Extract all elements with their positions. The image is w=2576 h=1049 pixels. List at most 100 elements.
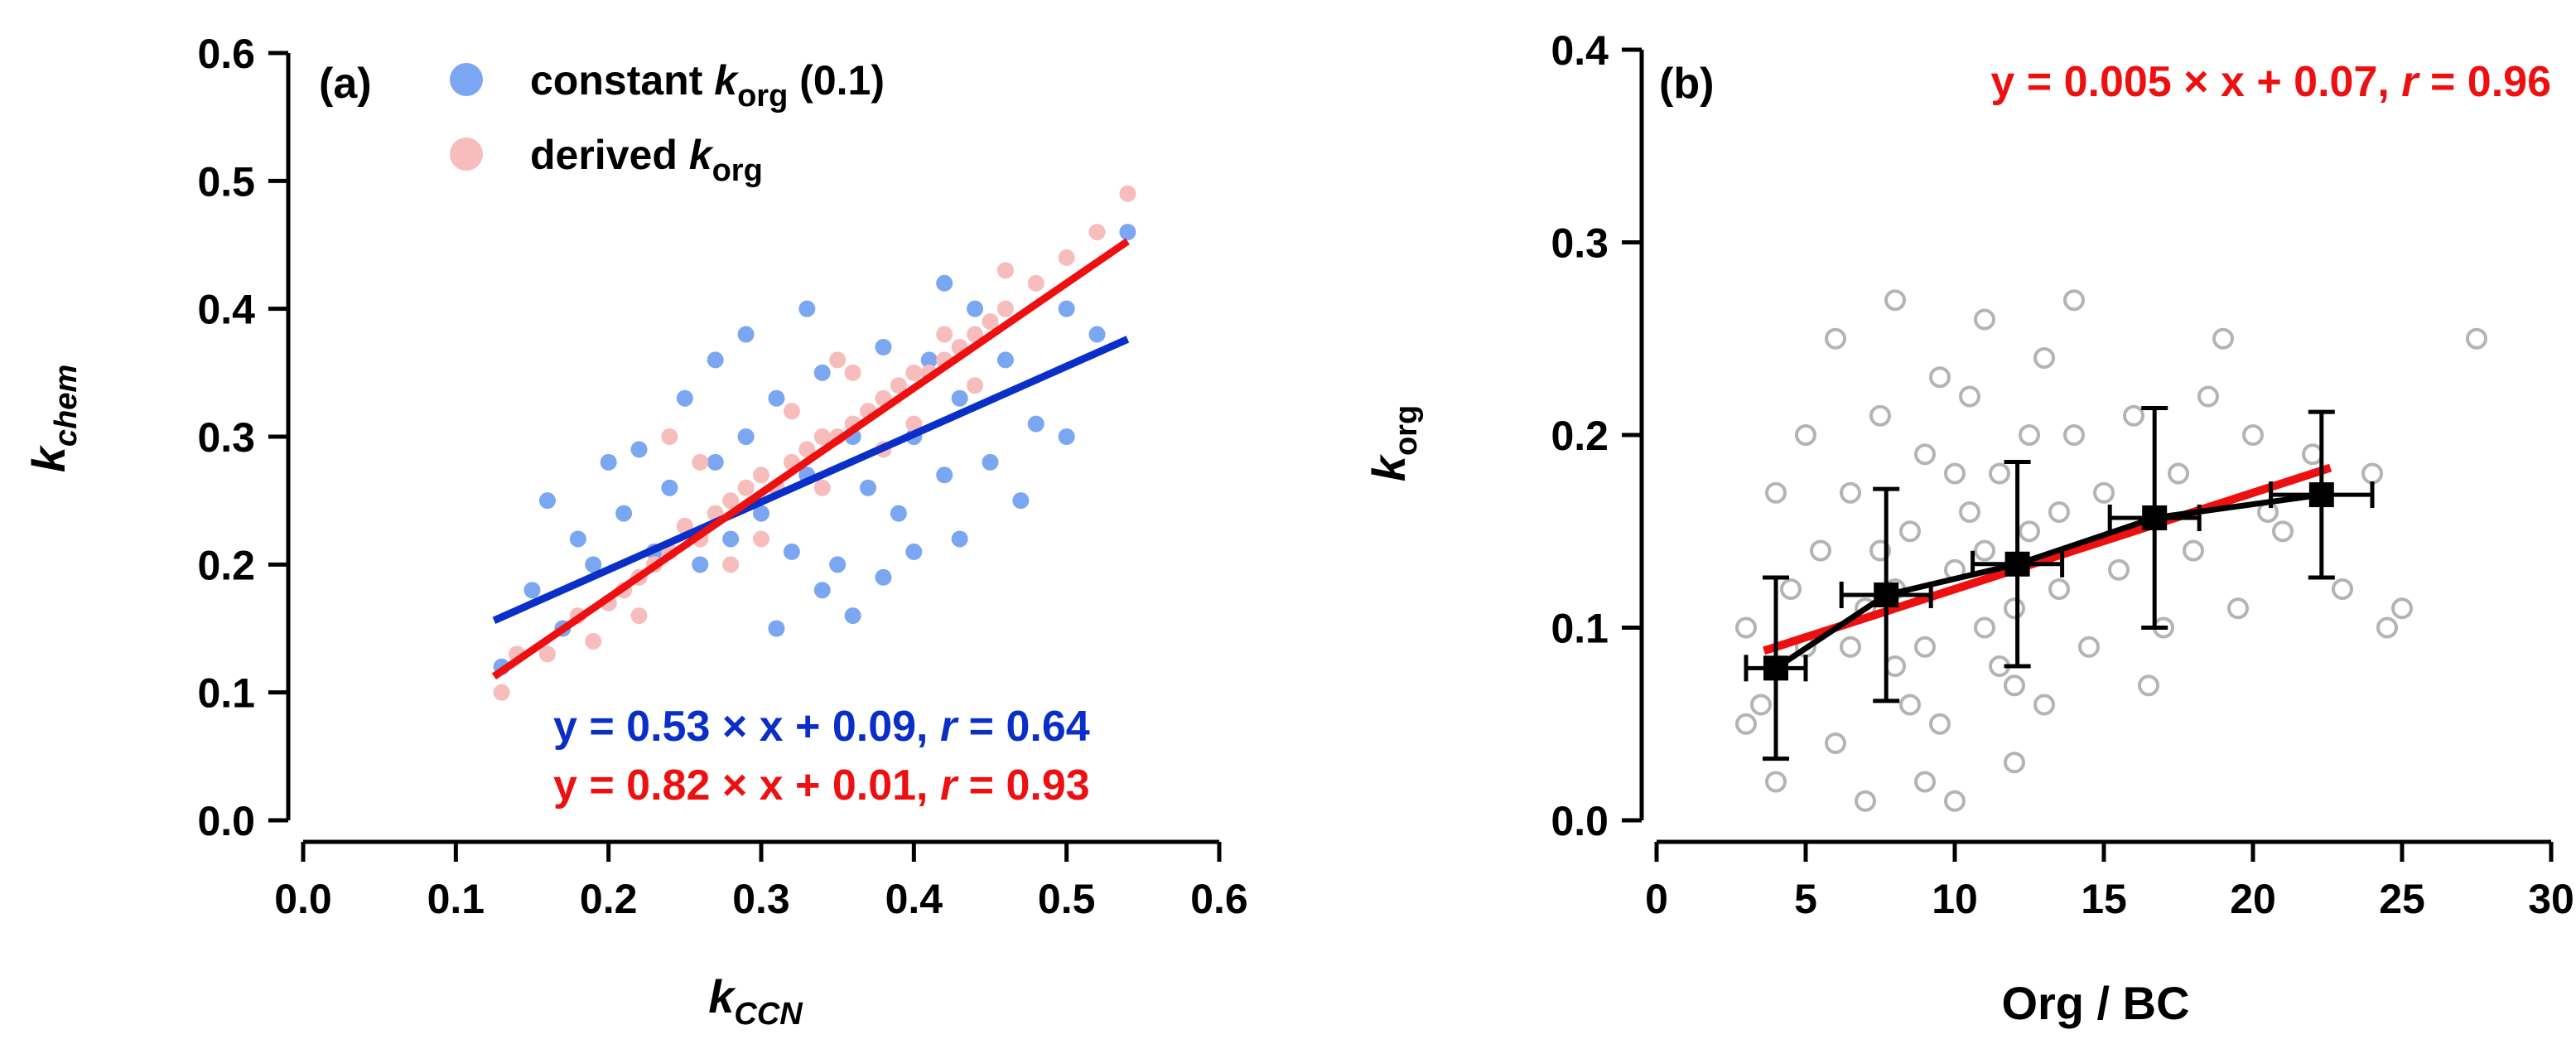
derived-korg-point [798, 441, 816, 458]
constant-korg-point [523, 582, 541, 599]
constant-korg-point [860, 479, 877, 496]
panel-a-y-axis-label: kchem [22, 365, 84, 472]
org-bc-point [1914, 771, 1936, 793]
legend-label-constant-korg: constant korg (0.1) [530, 57, 885, 114]
fit-line-derived-korg [491, 238, 1130, 680]
constant-korg-point [951, 389, 968, 407]
legend-marker-constant-korg [450, 63, 483, 96]
org-bc-point [1735, 713, 1757, 735]
constant-korg-point [875, 568, 892, 586]
constant-korg-point [600, 453, 617, 471]
panel-b-axes: 0 5 10 15 20 25 30 0.0 0.1 0.2 0.3 0.4 [1551, 27, 2574, 922]
derived-korg-point [1058, 249, 1075, 266]
panel-b-points [1735, 289, 2487, 812]
org-bc-point [1974, 308, 1995, 331]
org-bc-point [2376, 616, 2398, 639]
org-bc-point [2272, 520, 2294, 543]
constant-korg-point [951, 530, 968, 548]
org-bc-point [2332, 578, 2353, 600]
derived-korg-point [996, 262, 1014, 279]
org-bc-point [2168, 462, 2189, 485]
org-bc-point [2242, 424, 2264, 446]
binned-mean-marker [2142, 505, 2168, 530]
panel-a-y-tick-label: 0.5 [197, 158, 255, 205]
panel-a-y-tick-label: 0.6 [197, 31, 255, 77]
fit-line-panel-b [1763, 463, 2332, 655]
org-bc-point [1944, 790, 1966, 812]
constant-korg-point [905, 543, 923, 560]
derived-korg-point [1027, 274, 1044, 292]
org-bc-point [1869, 404, 1891, 427]
derived-korg-point [905, 415, 923, 433]
legend-marker-derived-korg [450, 138, 483, 171]
panel-a-y-tick-label: 0.2 [197, 542, 255, 588]
org-bc-point [2183, 539, 2204, 562]
constant-korg-point [813, 582, 831, 599]
derived-korg-point [1088, 224, 1106, 241]
org-bc-point [1825, 327, 1846, 350]
constant-korg-point [1058, 428, 1075, 445]
panel-b-y-tick-label: 0.2 [1551, 413, 1609, 459]
derived-korg-point [722, 492, 740, 510]
derived-korg-point [967, 377, 984, 394]
derived-korg-point [737, 479, 755, 496]
org-bc-point [2033, 694, 2055, 716]
panel-a-x-tick-label: 0.2 [580, 876, 638, 922]
constant-korg-point [798, 300, 816, 317]
constant-korg-point [920, 351, 938, 369]
org-bc-point [1750, 694, 1772, 716]
org-bc-point [1780, 578, 1802, 600]
org-bc-point [1884, 289, 1906, 312]
panel-b-y-tick-label: 0.4 [1551, 27, 1609, 74]
derived-korg-point [936, 326, 953, 343]
binned-mean-marker [2308, 482, 2334, 508]
org-bc-point [1825, 732, 1846, 754]
org-bc-point [1929, 713, 1951, 735]
derived-korg-point [996, 300, 1014, 317]
panel-b-binned-means [1744, 405, 2375, 761]
constant-korg-point [630, 441, 648, 458]
panel-a-axes: 0.0 0.1 0.2 0.3 0.4 0.5 0.6 0.0 0.1 0.2 0.3 0.4 0.5 0… [197, 31, 1247, 922]
panel-a-x-tick-label: 0.1 [427, 876, 485, 922]
org-bc-point [1735, 616, 1757, 639]
legend-label-derived-korg: derived korg [530, 132, 763, 188]
panel-a-x-tick-label: 0.4 [885, 876, 943, 922]
constant-korg-point [982, 453, 999, 471]
org-bc-point [2063, 424, 2085, 446]
constant-korg-point [1088, 326, 1106, 343]
org-bc-point [1855, 790, 1876, 812]
org-bc-point [1959, 501, 1980, 523]
constant-korg-point [996, 351, 1014, 369]
org-bc-point [1959, 385, 1980, 408]
derived-korg-point [813, 479, 831, 496]
constant-korg-point [661, 479, 678, 496]
derived-korg-point [982, 313, 999, 331]
derived-korg-point [783, 403, 800, 420]
constant-korg-point [707, 453, 724, 471]
panel-b-y-axis-label: korg [1363, 405, 1424, 481]
equation-constant-korg: y = 0.53 × x + 0.09, r = 0.64 [553, 703, 1090, 751]
panel-b-y-tick-label: 0.1 [1551, 606, 1609, 652]
constant-korg-point [1012, 492, 1030, 510]
equation-panel-b: y = 0.005 × x + 0.07, r = 0.96 [1990, 58, 2551, 106]
binned-mean-marker [1874, 582, 1899, 607]
derived-korg-point [692, 453, 709, 471]
panel-a-y-tick-label: 0.3 [197, 414, 255, 461]
constant-korg-point [722, 530, 740, 548]
panel-a: 0.0 0.1 0.2 0.3 0.4 0.5 0.6 0.0 0.1 0.2 0.3 0.4 0.5 0… [22, 31, 1248, 1032]
org-bc-point [2227, 597, 2249, 620]
constant-korg-point [676, 389, 693, 407]
binned-mean-marker [1763, 655, 1788, 681]
org-bc-point [2391, 597, 2413, 620]
equation-derived-korg: y = 0.82 × x + 0.01, r = 0.93 [553, 761, 1090, 810]
constant-korg-point [890, 505, 907, 522]
derived-korg-point [890, 377, 907, 394]
panel-b-x-tick-label: 10 [1932, 876, 1978, 922]
constant-korg-point [967, 300, 984, 317]
derived-korg-point [753, 466, 769, 484]
constant-korg-point [585, 556, 602, 573]
org-bc-point [1929, 366, 1951, 389]
org-bc-point [1840, 636, 1861, 658]
constant-korg-point [768, 389, 785, 407]
derived-korg-point [538, 645, 556, 663]
